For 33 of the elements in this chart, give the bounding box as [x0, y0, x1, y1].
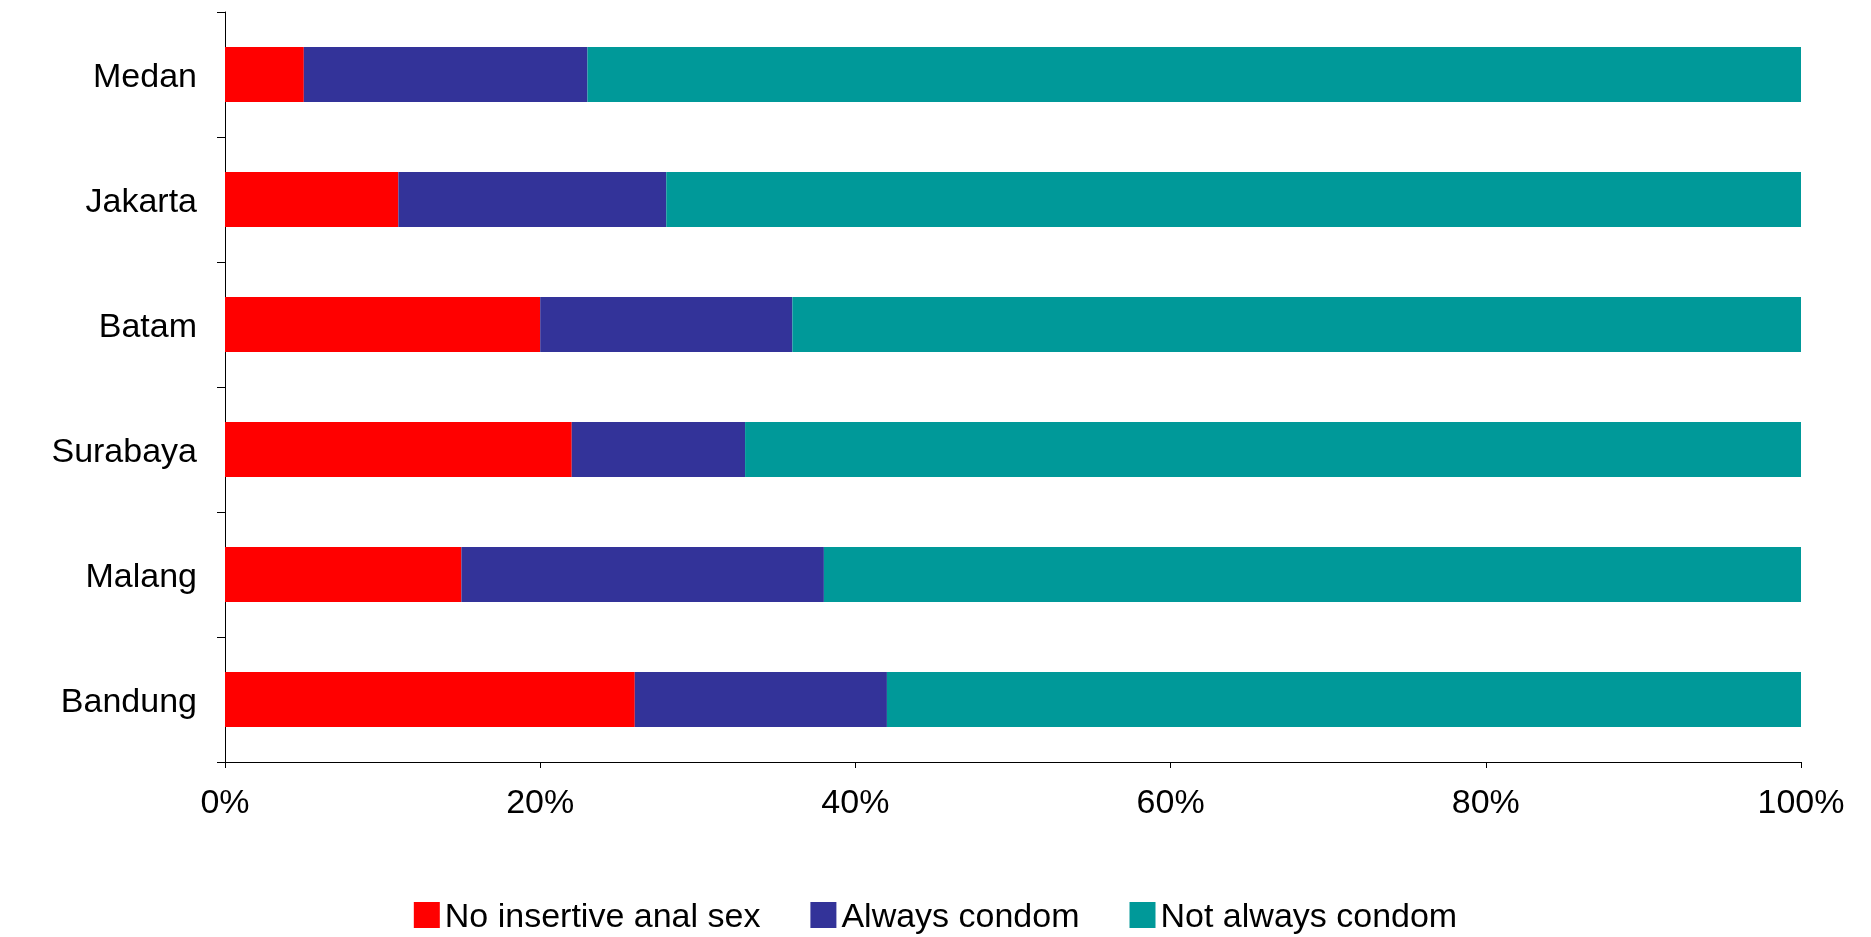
y-tick-label: Jakarta — [85, 180, 198, 219]
x-tick-label: 100% — [1757, 782, 1845, 820]
x-tick-label: 80% — [1451, 782, 1520, 820]
bar — [571, 422, 746, 477]
bar — [225, 422, 572, 477]
bar — [303, 47, 588, 102]
y-tick-label: Surabaya — [51, 430, 198, 469]
y-tick-label: Batam — [98, 305, 197, 344]
y-tick-label: Medan — [93, 55, 197, 94]
bar — [666, 172, 1801, 227]
x-tick-label: 20% — [506, 782, 575, 820]
bar — [823, 547, 1801, 602]
bar — [225, 297, 541, 352]
x-tick-label: 60% — [1136, 782, 1205, 820]
y-tick-label: Malang — [85, 555, 197, 594]
bar — [225, 547, 462, 602]
bar — [587, 47, 1801, 102]
legend-label: Always condom — [841, 896, 1080, 934]
bar — [225, 47, 304, 102]
legend-label: No insertive anal sex — [444, 896, 761, 934]
bar — [745, 422, 1801, 477]
x-tick-label: 40% — [821, 782, 890, 820]
legend-label: Not always condom — [1160, 896, 1458, 934]
y-tick-label: Bandung — [60, 680, 197, 719]
bar — [886, 672, 1801, 727]
bar — [540, 297, 793, 352]
bar — [461, 547, 824, 602]
x-tick-label: 0% — [200, 782, 250, 820]
bar — [792, 297, 1801, 352]
bar — [398, 172, 667, 227]
bar — [225, 672, 635, 727]
bar — [634, 672, 887, 727]
bar — [225, 172, 399, 227]
